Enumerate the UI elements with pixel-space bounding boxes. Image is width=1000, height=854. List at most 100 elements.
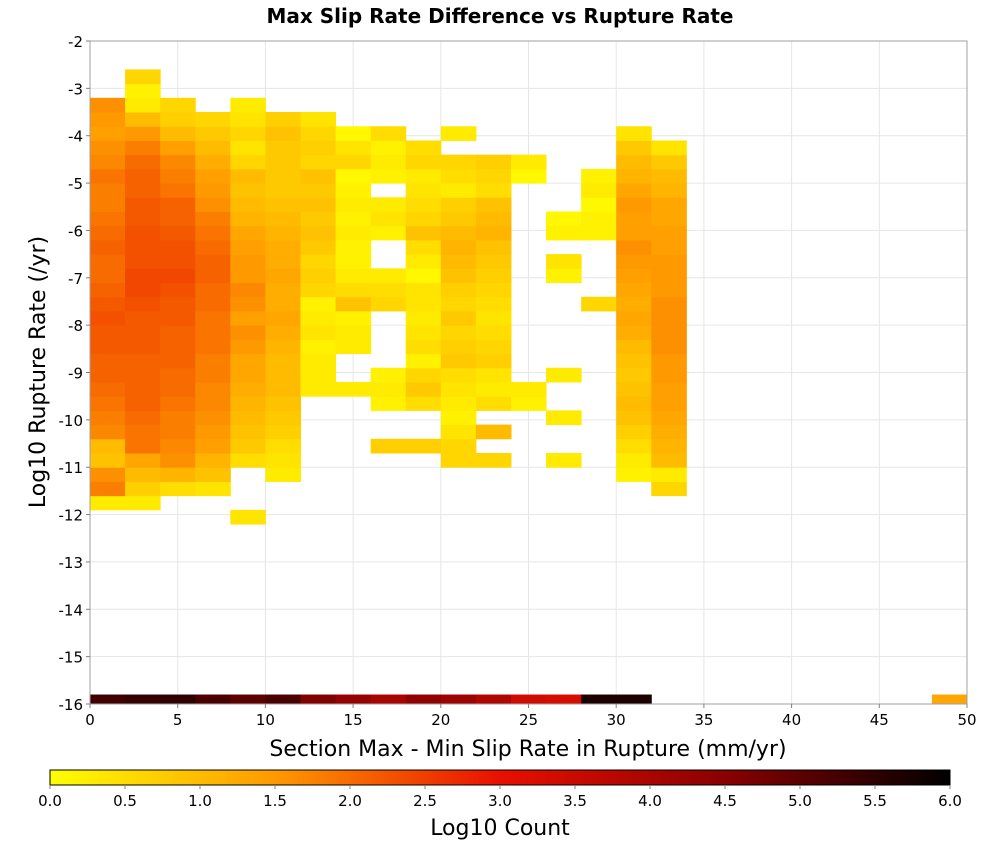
heatmap-cell: [616, 296, 652, 312]
heatmap-cell: [616, 310, 652, 326]
x-tick-label: 30: [607, 711, 626, 729]
heatmap-cell: [265, 339, 301, 355]
y-axis-label: Log10 Rupture Rate (/yr): [26, 236, 51, 508]
heatmap-cell: [440, 183, 477, 198]
heatmap-cell: [265, 410, 301, 426]
heatmap-cell: [651, 325, 687, 340]
heatmap-cell: [90, 495, 126, 511]
heatmap-cell: [195, 268, 231, 284]
heatmap-cell: [195, 168, 231, 184]
heatmap-cell-bottom-row: [405, 694, 442, 704]
heatmap-cell: [230, 126, 266, 141]
heatmap-cell: [230, 154, 266, 170]
heatmap-cell: [616, 438, 652, 454]
heatmap-cell: [546, 453, 582, 468]
heatmap-cell: [405, 268, 442, 284]
heatmap-cell-bottom-row: [125, 694, 161, 704]
heatmap-cell: [335, 381, 372, 397]
heatmap-cell: [195, 197, 231, 212]
heatmap-cell: [300, 282, 337, 298]
heatmap-cell: [335, 325, 372, 340]
heatmap-cell: [195, 353, 231, 369]
heatmap-cell: [195, 367, 231, 383]
heatmap-cell: [475, 197, 512, 212]
heatmap-cell: [160, 381, 196, 397]
x-tick-label: 10: [256, 711, 275, 729]
heatmap-cell: [230, 197, 266, 212]
heatmap-cell: [475, 325, 512, 340]
heatmap-cell: [651, 211, 687, 227]
heatmap-cell: [300, 140, 337, 156]
heatmap-cell: [405, 310, 442, 326]
heatmap-cell: [230, 112, 266, 127]
heatmap-cell: [405, 154, 442, 170]
heatmap-cell: [230, 296, 266, 312]
heatmap-cell: [405, 225, 442, 241]
heatmap-cell: [370, 126, 407, 141]
heatmap-cell-bottom-row: [335, 694, 372, 704]
heatmap-cell: [265, 126, 301, 141]
heatmap-cell: [300, 183, 337, 198]
heatmap-cell: [300, 353, 337, 369]
x-tick-label: 40: [782, 711, 801, 729]
heatmap-cell-bottom-row: [230, 694, 266, 704]
heatmap-cells: [90, 69, 968, 704]
heatmap-cell: [300, 339, 337, 355]
heatmap-cell: [230, 140, 266, 156]
heatmap-cell: [475, 296, 512, 312]
heatmap-cell: [125, 197, 161, 212]
heatmap-cell: [370, 211, 407, 227]
heatmap-cell: [160, 239, 196, 255]
heatmap-cell: [90, 97, 126, 113]
heatmap-cell: [405, 353, 442, 369]
heatmap-cell-bottom-row: [370, 694, 407, 704]
heatmap-cell: [90, 254, 126, 269]
heatmap-cell: [405, 183, 442, 198]
heatmap-cell: [651, 154, 687, 170]
heatmap-cell: [546, 367, 582, 383]
heatmap-cell: [651, 381, 687, 397]
colorbar-tick-label: 2.5: [413, 792, 437, 810]
heatmap-cell-bottom-row: [510, 694, 547, 704]
heatmap-cell: [195, 126, 231, 141]
heatmap-cell: [300, 239, 337, 255]
heatmap-cell: [90, 438, 126, 454]
heatmap-cell-bottom-row: [195, 694, 231, 704]
heatmap-cell: [195, 453, 231, 468]
heatmap-cell: [125, 396, 161, 411]
heatmap-cell: [90, 396, 126, 411]
heatmap-cell: [90, 282, 126, 298]
heatmap-cell: [125, 112, 161, 127]
x-tick-label: 25: [519, 711, 538, 729]
heatmap-cell: [440, 410, 477, 426]
heatmap-cell: [651, 282, 687, 298]
heatmap-cell: [125, 339, 161, 355]
y-tick-label: -5: [68, 175, 83, 193]
heatmap-cell: [370, 168, 407, 184]
heatmap-cell-bottom-row: [616, 694, 652, 704]
heatmap-cell: [90, 197, 126, 212]
heatmap-cell: [651, 339, 687, 355]
heatmap-cell: [335, 225, 372, 241]
heatmap-cell: [265, 282, 301, 298]
heatmap-cell: [90, 310, 126, 326]
heatmap-cell: [335, 339, 372, 355]
heatmap-cell: [160, 453, 196, 468]
heatmap-cell: [475, 381, 512, 397]
heatmap-cell: [405, 367, 442, 383]
x-tick-label: 15: [344, 711, 363, 729]
heatmap-cell: [125, 154, 161, 170]
heatmap-cell: [230, 268, 266, 284]
heatmap-cell: [300, 325, 337, 340]
heatmap-cell: [195, 410, 231, 426]
heatmap-cell: [475, 424, 512, 440]
heatmap-cell: [265, 168, 301, 184]
heatmap-cell: [651, 353, 687, 369]
heatmap-cell: [510, 381, 547, 397]
heatmap-cell: [265, 183, 301, 198]
heatmap-cell: [160, 197, 196, 212]
heatmap-cell: [160, 168, 196, 184]
heatmap-cell: [651, 168, 687, 184]
heatmap-cell: [125, 254, 161, 269]
heatmap-cell: [616, 424, 652, 440]
